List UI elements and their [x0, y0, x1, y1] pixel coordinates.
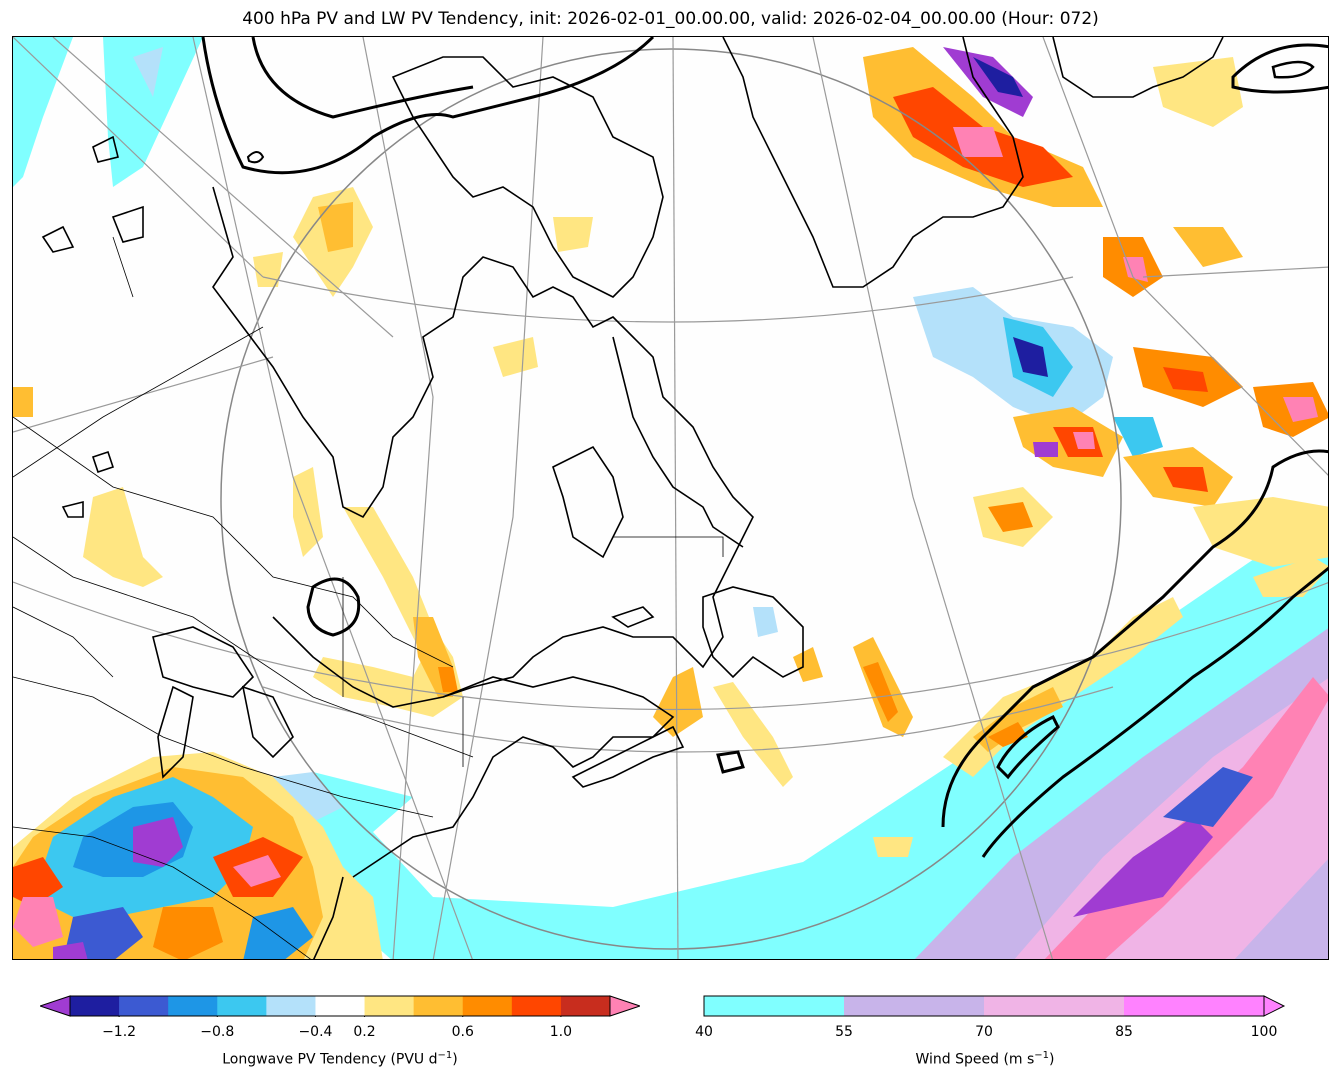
- colorbar-swatch: [704, 996, 845, 1016]
- hudson-bay-coast: [212, 186, 754, 708]
- colorbar-swatch: [168, 996, 218, 1016]
- pv-contour-small-2: [246, 151, 265, 164]
- greenland-west-coast: [722, 37, 1024, 288]
- borders: [13, 236, 724, 959]
- wind-speed-label-text: Wind Speed (m s: [915, 1051, 1035, 1068]
- pv-tendency-colorbar: [38, 995, 642, 1017]
- island-2: [91, 450, 115, 474]
- pv-contour-greenland-loop: [1271, 60, 1315, 79]
- nova-scotia: [571, 725, 685, 788]
- colorbar-swatch: [315, 996, 366, 1016]
- wind-speed-shading: [273, 508, 1328, 959]
- pv-contour-jet: [941, 449, 1328, 828]
- colorbar-swatch: [413, 996, 464, 1016]
- great-lakes-michigan: [157, 685, 194, 779]
- colorbar-frame: [703, 995, 1265, 1017]
- wind-speed-label-exponent: −1: [1034, 1050, 1050, 1061]
- colorbar-tick-label: 1.0: [549, 1024, 573, 1040]
- colorbar-tick-label: 0.6: [451, 1024, 474, 1040]
- colorbar-swatch: [1124, 996, 1265, 1016]
- island-1: [611, 606, 655, 628]
- graticule: [13, 37, 1328, 959]
- pv-tendency-colorbar-swatches: [38, 995, 642, 1017]
- colorbar-swatch: [364, 996, 415, 1016]
- pv-tendency-shading: [13, 37, 1328, 959]
- newfoundland: [702, 586, 804, 679]
- colorbar-swatch: [70, 996, 120, 1016]
- coastlines: [41, 37, 1224, 959]
- colorbar-tick-label: −0.4: [298, 1024, 333, 1040]
- pv-contour-arctic: [251, 37, 474, 119]
- colorbar-tick-label: −1.2: [102, 1024, 137, 1040]
- colorbar-swatch: [844, 996, 985, 1016]
- pv-contour-greenland-east: [1231, 43, 1328, 94]
- pv-contour-jet-inner: [996, 714, 1060, 780]
- colorbar-swatch: [266, 996, 316, 1016]
- pv-contour-loop: [306, 577, 361, 637]
- pv-tendency-label-exponent: −1: [437, 1050, 453, 1061]
- colorbar-swatch: [560, 996, 611, 1016]
- pv-contour-jet-south: [981, 566, 1328, 858]
- map-canvas: [13, 37, 1328, 959]
- colorbar-swatch: [119, 996, 169, 1016]
- great-lakes-huron: [241, 685, 294, 759]
- colorbar-swatch: [217, 996, 267, 1016]
- labrador-coast: [612, 336, 744, 548]
- greenland-east-coast: [1052, 37, 1224, 98]
- colorbar-tick-label: 0.2: [353, 1024, 376, 1040]
- wind-speed-label: Wind Speed (m s−1): [915, 1050, 1054, 1068]
- colorbar-frame: [69, 995, 611, 1017]
- jet-band-70: [1014, 678, 1328, 959]
- ungava: [552, 445, 624, 559]
- pv-tendency-label-close: ): [452, 1051, 458, 1068]
- baffin-island: [391, 56, 664, 298]
- colorbar-over-triangle: [1263, 995, 1286, 1017]
- pv-tendency-label-text: Longwave PV Tendency (PVU d: [222, 1051, 438, 1068]
- colorbar-under-triangle: [38, 995, 71, 1017]
- latitude-circle: [220, 48, 1122, 950]
- colorbar-swatch: [984, 996, 1125, 1016]
- wind-speed-colorbar: [700, 995, 1300, 1017]
- colorbar-swatch: [511, 996, 562, 1016]
- island-3: [61, 500, 84, 518]
- wind-speed-colorbar-swatches: [703, 995, 1286, 1017]
- plot-title: 400 hPa PV and LW PV Tendency, init: 202…: [242, 9, 1099, 29]
- pv-contour-northwest: [201, 37, 655, 175]
- colorbar-tick-label: −0.8: [200, 1024, 235, 1040]
- great-lakes-superior: [152, 626, 255, 698]
- pv-tendency-label: Longwave PV Tendency (PVU d−1): [222, 1050, 457, 1068]
- colorbar-tick-label: 85: [1115, 1024, 1133, 1040]
- pv-contour-small: [716, 750, 745, 774]
- colorbar-tick-label: 70: [975, 1024, 993, 1040]
- maritimes-coast: [352, 676, 675, 878]
- pv-contours: [201, 37, 1328, 858]
- colorbar-tick-label: 40: [695, 1024, 713, 1040]
- west-islands: [41, 135, 144, 253]
- colorbar-over-triangle: [609, 995, 642, 1017]
- colorbar-tick-label: 100: [1250, 1024, 1278, 1040]
- map-panel: [12, 36, 1329, 960]
- us-east-coast: [313, 876, 344, 959]
- wind-speed-label-close: ): [1049, 1051, 1055, 1068]
- colorbar-tick-label: 55: [835, 1024, 853, 1040]
- colorbar-swatch: [462, 996, 513, 1016]
